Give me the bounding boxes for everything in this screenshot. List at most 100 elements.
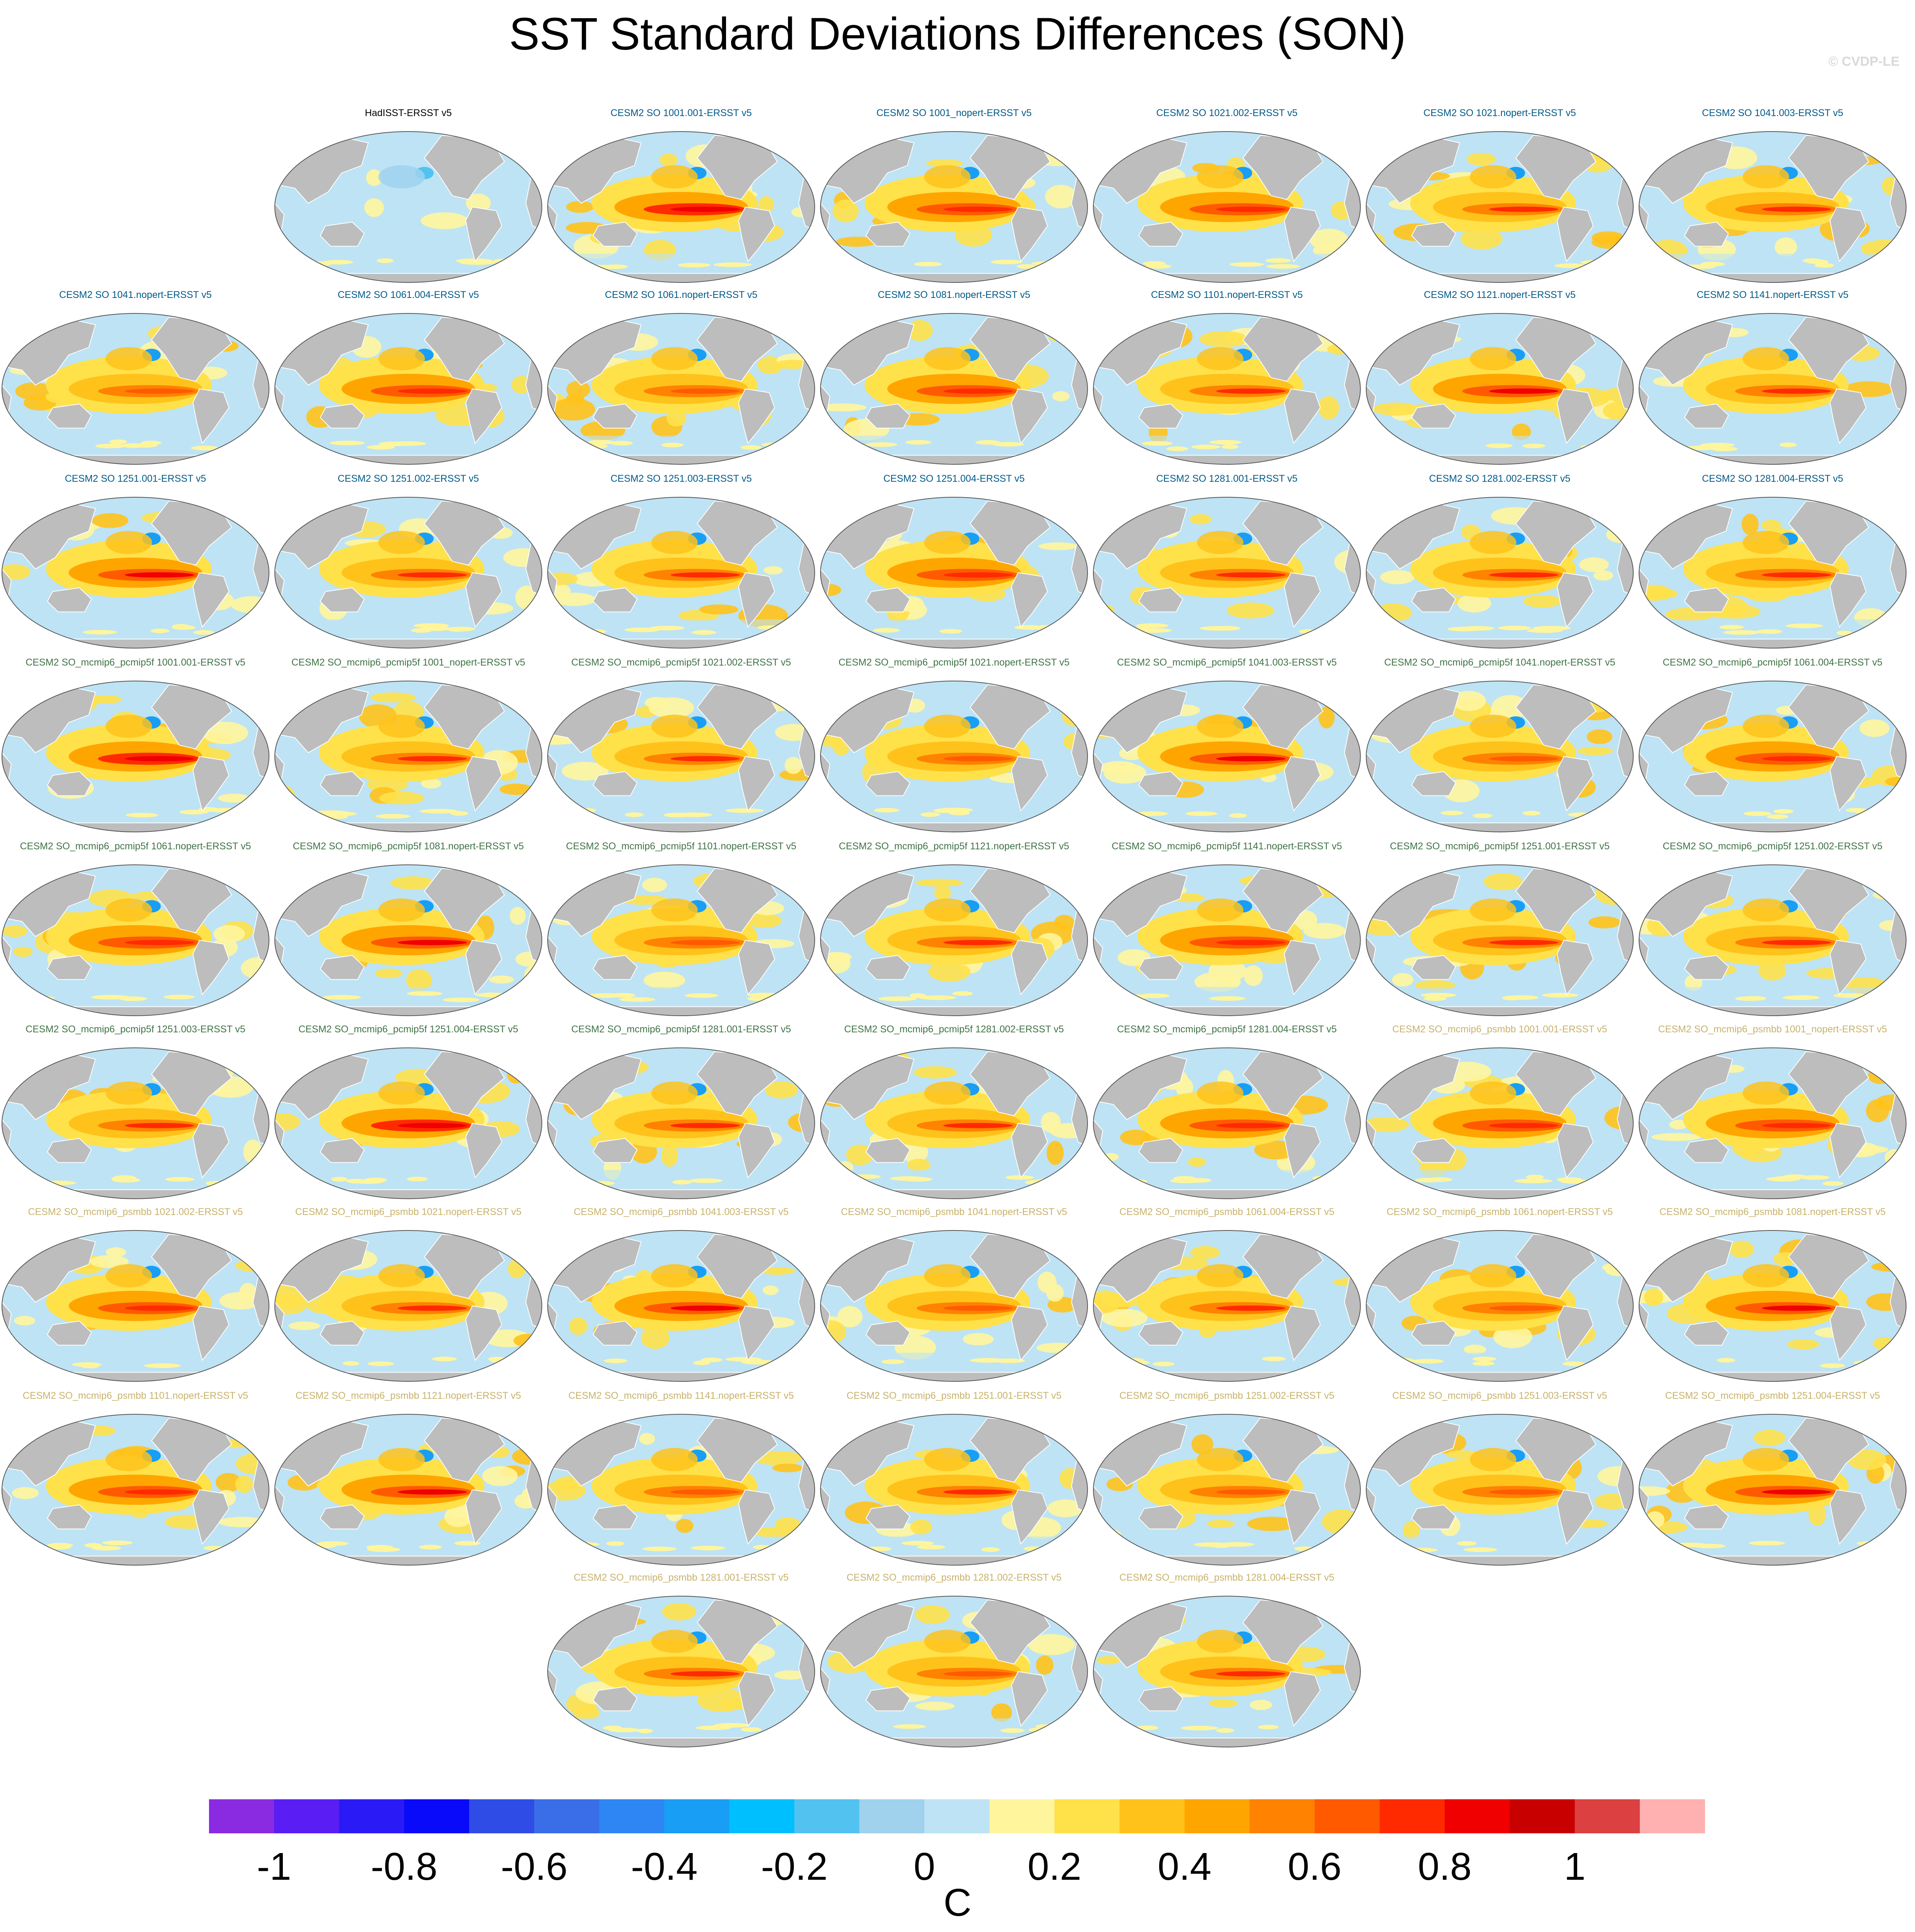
southern-ocean-streak [109,439,127,444]
land-mass [1138,1686,1184,1711]
sst-anomaly-blob [1045,185,1077,209]
north-pacific-positive [1470,347,1516,370]
panel-title: CESM2 SO_mcmip6_psmbb 1041.nopert-ERSST … [841,1206,1067,1217]
land-mass [1138,1320,1184,1346]
land-mass [738,1123,775,1179]
land-mass [1138,221,1184,247]
enso-band-core [1762,756,1831,762]
panel-title: CESM2 SO_mcmip6_psmbb 1061.nopert-ERSST … [1387,1206,1613,1217]
colorbar-swatch [1119,1799,1185,1833]
land-mass [320,1320,365,1346]
sst-anomaly-blob [1207,1520,1235,1528]
sst-field [2,1048,269,1199]
land-mass [738,388,775,444]
enso-band-core [125,756,194,762]
sst-anomaly-blob [566,201,594,213]
enso-band-core [670,940,740,945]
colorbar-tick-label: -0.6 [501,1845,567,1888]
southern-ocean-streak [588,993,624,998]
map-outline [274,864,542,1016]
panel-title: CESM2 SO_mcmip6_psmbb 1061.004-ERSST v5 [1119,1206,1334,1217]
land-mass [1284,1305,1321,1361]
southern-ocean-streak [1522,443,1545,448]
sst-anomaly-blob [14,1316,36,1326]
southern-ocean-streak [1017,264,1036,269]
southern-ocean-streak [1522,811,1541,816]
southern-ocean-streak [1221,444,1238,449]
sst-field [1366,1230,1633,1381]
land-mass [1829,939,1867,996]
map-outline [820,864,1088,1016]
land-mass [47,1320,92,1346]
southern-ocean-streak [610,441,633,446]
enso-band-core [1216,1671,1286,1677]
enso-band-core [397,1306,467,1311]
north-pacific-positive [924,1082,971,1105]
map-outline [820,497,1088,649]
sst-anomaly-blob [106,1247,126,1257]
colorbar-tick-label: 0.2 [1028,1845,1081,1888]
land-mass [320,587,365,613]
panel-title: CESM2 SO 1001_nopert-ERSST v5 [876,108,1031,118]
sst-anomaly-blob [1493,1325,1533,1348]
southern-ocean-streak [1014,625,1047,630]
north-pacific-positive [651,347,698,370]
panel-title: CESM2 SO_mcmip6_psmbb 1251.004-ERSST v5 [1665,1390,1880,1401]
map-panel: CESM2 SO 1251.002-ERSST v5 [274,473,542,649]
sst-anomaly-blob [1244,965,1263,986]
chart-title: SST Standard Deviations Differences (SON… [509,9,1406,60]
panel-title: CESM2 SO 1061.004-ERSST v5 [338,289,479,300]
sst-anomaly-blob [370,692,416,703]
land-mass [1411,771,1456,796]
southern-ocean-streak [1562,1361,1585,1366]
sst-anomaly-blob [1787,1339,1819,1350]
southern-ocean-streak [102,1540,133,1545]
map-outline [1639,864,1906,1016]
sst-anomaly-blob [1199,331,1248,347]
sst-anomaly-blob [1208,1699,1238,1708]
panel-title: CESM2 SO_mcmip6_pcmip5f 1251.003-ERSST v… [26,1024,245,1035]
southern-ocean-streak [367,445,395,450]
sst-anomaly-blob [1054,915,1075,931]
southern-ocean-streak [1723,630,1760,635]
sst-anomaly-blob [1380,570,1415,585]
sst-anomaly-blob [1460,228,1503,250]
map-outline [547,131,815,283]
enso-band-core [397,756,467,762]
map-outline [1366,681,1634,832]
southern-ocean-streak [952,991,973,996]
sst-anomaly-blob [639,1433,655,1445]
north-pacific-positive [105,715,152,738]
colorbar-tick-label: 0 [914,1845,935,1888]
sst-anomaly-blob [288,1321,320,1330]
panel-title: CESM2 SO_mcmip6_pcmip5f 1251.001-ERSST v… [1390,841,1610,852]
southern-ocean-streak [1262,1356,1286,1361]
map-panel: CESM2 SO_mcmip6_pcmip5f 1251.001-ERSST v… [1366,841,1634,1016]
land-mass [1411,1138,1456,1163]
enso-band-core [1762,940,1831,945]
sst-field [548,1048,815,1199]
southern-ocean-streak [450,811,469,816]
land-mass [1557,572,1594,628]
land-mass [1411,1504,1456,1530]
sst-anomaly-blob [1761,520,1781,530]
sst-anomaly-blob [1588,916,1620,929]
sst-anomaly-blob [661,1145,678,1167]
north-pacific-positive [378,347,425,370]
sst-anomaly-blob [1753,1430,1786,1446]
southern-ocean-streak [619,997,656,1002]
land-mass [192,572,230,628]
sst-anomaly-blob [500,784,533,795]
map-outline [1093,1414,1361,1566]
sst-anomaly-blob [926,159,963,168]
panel-title: CESM2 SO_mcmip6_pcmip5f 1281.001-ERSST v… [571,1024,791,1035]
southern-ocean-streak [1542,993,1579,998]
southern-ocean-streak [981,1547,1000,1552]
panel-title: CESM2 SO_mcmip6_pcmip5f 1281.004-ERSST v… [1117,1024,1337,1035]
southern-ocean-streak [119,996,147,1001]
sst-anomaly-blob [1466,152,1496,166]
southern-ocean-streak [603,264,628,269]
colorbar-swatch [599,1799,665,1833]
sst-anomaly-blob [928,962,971,982]
